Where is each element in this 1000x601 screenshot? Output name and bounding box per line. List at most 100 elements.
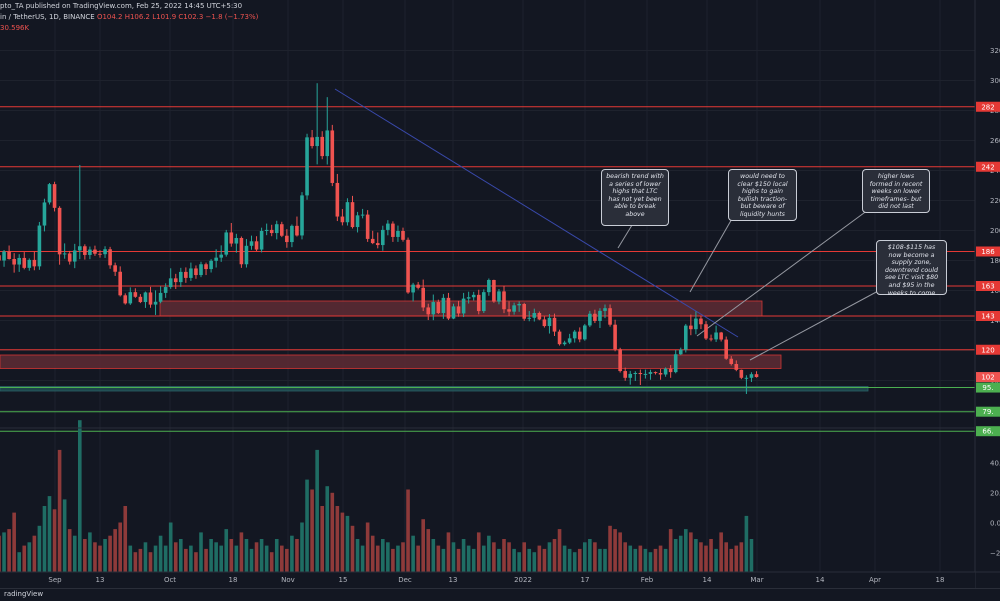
candle-body <box>375 243 380 246</box>
symbol-line: in / TetherUS, 1D, BINANCE O104.2 H106.2… <box>0 13 258 21</box>
volume-bar <box>557 529 562 572</box>
price-tick-label: 180 <box>990 257 1000 265</box>
volume-bar <box>441 548 446 572</box>
candle-body <box>113 265 117 272</box>
volume-bar <box>643 548 648 572</box>
candle-body <box>269 229 274 234</box>
candle-body <box>542 319 547 327</box>
candle-body <box>719 332 723 340</box>
tradingview-brand[interactable]: radingView <box>4 590 44 598</box>
annotation-bearish-trend[interactable]: bearish trend with a series of lower hig… <box>601 169 669 226</box>
candle-body <box>623 371 627 378</box>
volume-bar <box>401 542 405 572</box>
candle-body <box>497 291 501 302</box>
candle-body <box>72 250 77 262</box>
candle-body <box>345 202 350 223</box>
candle-body <box>507 309 511 312</box>
annotation-higher-lows[interactable]: higher lows formed in recent weeks on lo… <box>862 169 930 213</box>
candle-body <box>522 304 526 319</box>
volume-bar <box>507 542 511 572</box>
candle-body <box>300 195 304 236</box>
candle-body <box>98 253 102 255</box>
candle-body <box>663 368 668 375</box>
zone-rect <box>159 300 763 317</box>
candle-body <box>562 342 567 345</box>
volume-bar <box>83 539 87 572</box>
candle-body <box>724 339 728 359</box>
volume-bar <box>189 545 193 572</box>
time-tick-label: Oct <box>164 576 176 584</box>
candle-body <box>406 239 410 293</box>
candle-body <box>577 331 582 340</box>
volume-bar <box>22 545 27 572</box>
candle-body <box>441 297 446 313</box>
candle-body <box>487 280 491 293</box>
annotation-clear-150[interactable]: would need to clear $150 local highs to … <box>728 169 797 221</box>
candle-body <box>0 255 1 261</box>
volume-bar <box>285 548 289 572</box>
volume-bar <box>158 535 163 572</box>
volume-bar <box>547 542 552 572</box>
volume-bar <box>663 548 668 572</box>
volume-bar <box>365 522 370 572</box>
candle-body <box>12 259 16 265</box>
candle-body <box>603 308 607 311</box>
level-label: 120 <box>981 346 994 354</box>
volume-bar <box>320 506 324 572</box>
level-label: 95. <box>982 384 993 392</box>
symbol-info[interactable]: in / TetherUS, 1D, BINANCE <box>0 13 95 21</box>
volume-bar <box>118 522 122 572</box>
volume-bar <box>678 535 683 572</box>
time-tick-label: 14 <box>703 576 712 584</box>
level-label-bg <box>976 406 1000 417</box>
candle-body <box>163 287 168 293</box>
candle-body <box>512 305 516 312</box>
candle-body <box>350 202 355 228</box>
volume-bar <box>163 545 168 572</box>
candle-body <box>729 358 734 364</box>
candle-body <box>658 373 663 375</box>
candle-body <box>52 184 57 208</box>
volume-bar <box>78 420 82 572</box>
volume-bar <box>613 529 617 572</box>
volume-bar <box>532 552 537 572</box>
note-arrow-4 <box>749 289 881 361</box>
candle-body <box>244 245 249 265</box>
level-label-bg <box>976 382 1000 393</box>
volume-bar <box>744 515 749 572</box>
volume-bar <box>593 542 597 572</box>
candle-body <box>547 317 552 327</box>
volume-bar <box>138 548 143 572</box>
time-axis[interactable]: Sep 13 Oct 18 Nov 15 Dec 13 2022 17 Feb 14 Mar 14 Apr 1… <box>48 576 944 584</box>
price-axis-bg <box>975 0 1000 588</box>
volume-bar <box>325 486 330 572</box>
volume-bar <box>487 535 491 572</box>
volume-bar <box>436 545 441 572</box>
volume-bar <box>522 542 526 572</box>
candle-body <box>234 238 239 244</box>
volume-axis[interactable]: 40. 20. 0.0 −20 <box>990 460 1000 558</box>
time-tick-label: Feb <box>641 576 654 584</box>
candle-body <box>83 246 87 255</box>
volume-bar <box>179 539 183 572</box>
volume-bar <box>623 542 627 572</box>
candle-body <box>552 317 557 332</box>
volume-bar <box>633 548 638 572</box>
candle-body <box>476 294 481 312</box>
volume-bar <box>497 548 501 572</box>
level-label: 163 <box>981 283 994 291</box>
candle-body <box>446 297 451 319</box>
volume-bar <box>0 535 1 572</box>
volume-bar <box>350 525 355 572</box>
time-tick-label: Nov <box>281 576 295 584</box>
time-tick-label: 18 <box>229 576 238 584</box>
annotation-supply-zone[interactable]: $108-$115 has now become a supply zone, … <box>876 240 947 297</box>
candle-body <box>749 374 754 378</box>
candle-body <box>557 331 562 345</box>
candle-body <box>416 284 420 288</box>
candle-body <box>310 137 314 147</box>
candle-body <box>431 302 436 315</box>
level-label: 186 <box>981 248 995 256</box>
level-label: 242 <box>981 163 994 171</box>
